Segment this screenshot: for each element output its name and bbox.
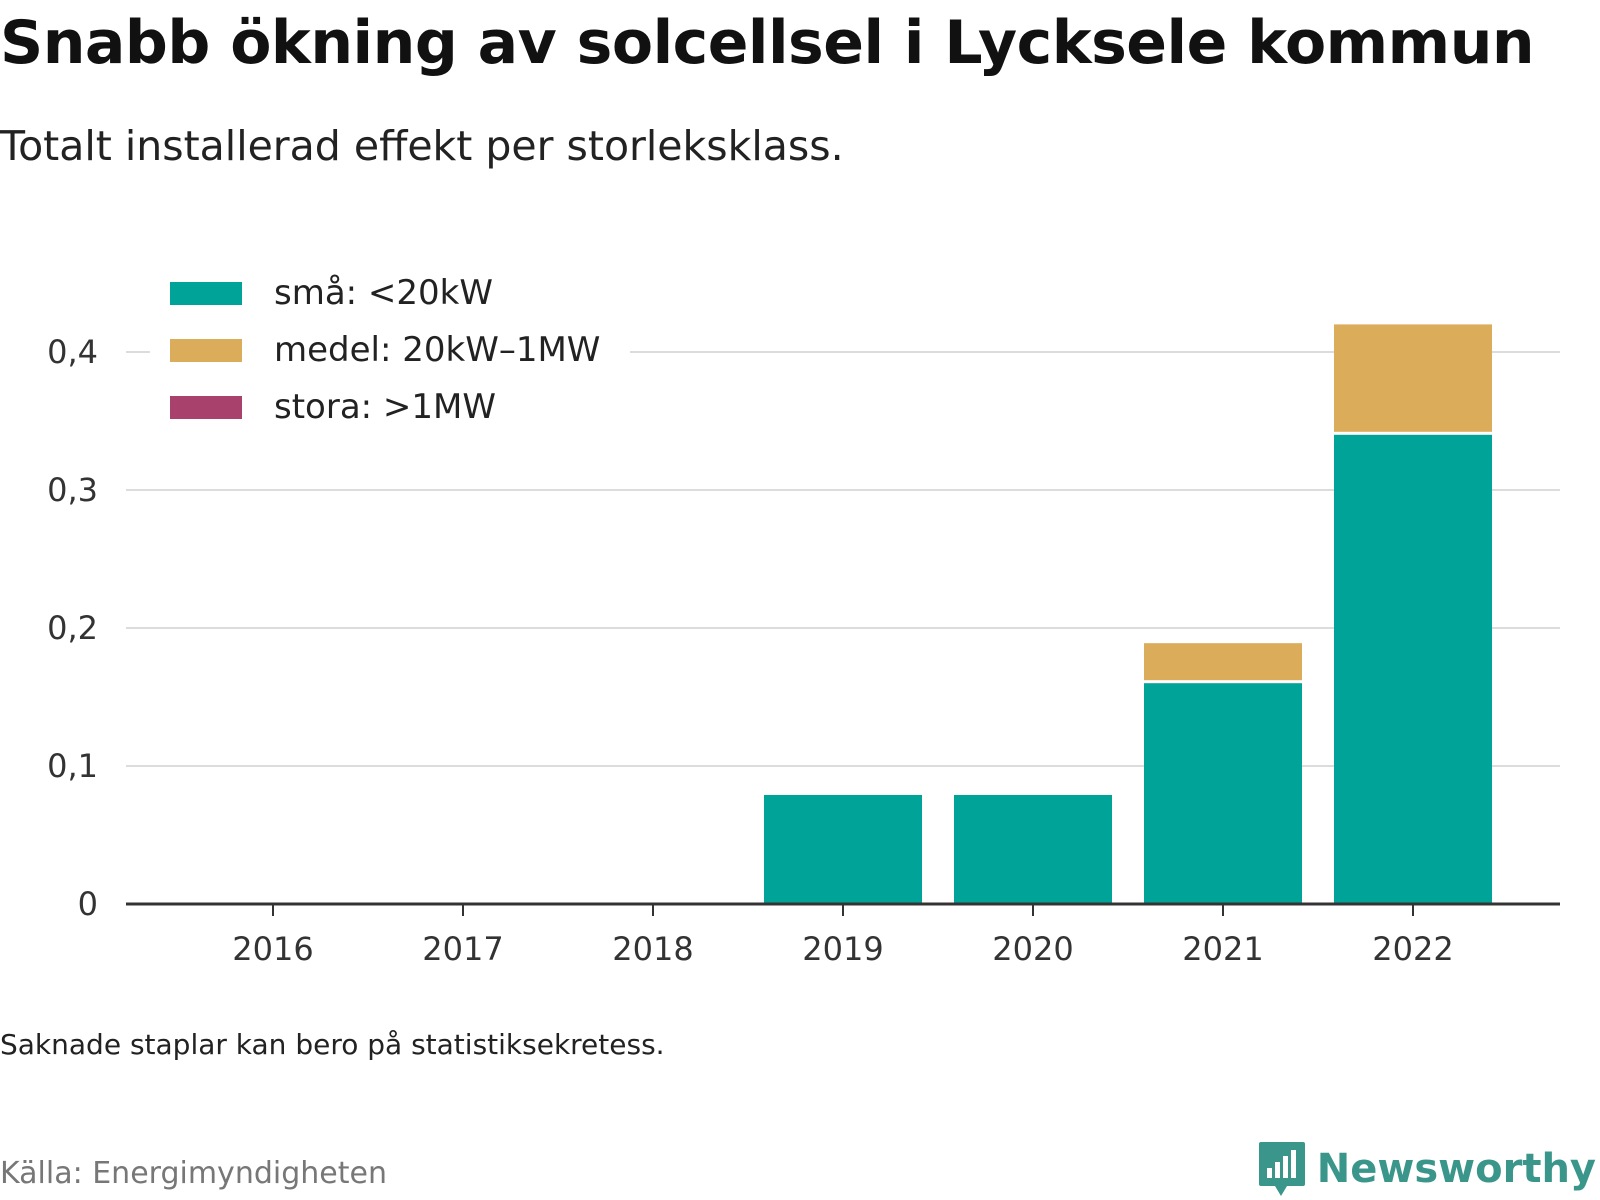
legend-label: stora: >1MW — [274, 387, 496, 427]
axes: 0 0,1 0,2 0,3 0,4 2016 2017 2018 2019 2020 2021 202… — [47, 333, 1560, 968]
legend: små: <20kW medel: 20kW–1MW stora: >1MW — [150, 262, 630, 432]
chart-subtitle: Totalt installerad effekt per storlekskl… — [0, 122, 844, 170]
x-tick-label: 2020 — [992, 930, 1073, 968]
legend-label: små: <20kW — [274, 273, 493, 313]
x-tick-label: 2019 — [802, 930, 883, 968]
brand-logo: Newsworthy — [1257, 1140, 1596, 1198]
x-tick-label: 2021 — [1182, 930, 1263, 968]
x-tick-label: 2017 — [422, 930, 503, 968]
y-tick-label: 0,1 — [47, 747, 98, 785]
legend-swatch — [170, 396, 242, 419]
footnote: Saknade staplar kan bero på statistiksek… — [0, 1028, 665, 1061]
brand-name: Newsworthy — [1316, 1146, 1596, 1192]
x-tick-label: 2018 — [612, 930, 693, 968]
chart-title: Snabb ökning av solcellsel i Lycksele ko… — [0, 8, 1535, 78]
bar-segment — [764, 794, 922, 904]
source-label: Källa: Energimyndigheten — [0, 1156, 387, 1191]
bar-segment — [1144, 643, 1302, 681]
bar-segment — [1144, 683, 1302, 904]
legend-label: medel: 20kW–1MW — [274, 330, 600, 370]
y-tick-label: 0,2 — [47, 609, 98, 647]
y-tick-label: 0 — [78, 885, 98, 923]
x-tick-label: 2022 — [1372, 930, 1453, 968]
legend-swatch — [170, 282, 242, 305]
newsworthy-icon — [1258, 1142, 1305, 1196]
x-tick-label: 2016 — [232, 930, 313, 968]
bars — [764, 324, 1492, 904]
legend-swatch — [170, 339, 242, 362]
bar-segment — [1334, 434, 1492, 904]
stacked-bar-chart: 0 0,1 0,2 0,3 0,4 2016 2017 2018 2019 2020 2021 202… — [47, 262, 1560, 968]
bar-segment — [1334, 324, 1492, 432]
y-tick-label: 0,4 — [47, 333, 98, 371]
bar-segment — [954, 794, 1112, 904]
y-tick-label: 0,3 — [47, 471, 98, 509]
